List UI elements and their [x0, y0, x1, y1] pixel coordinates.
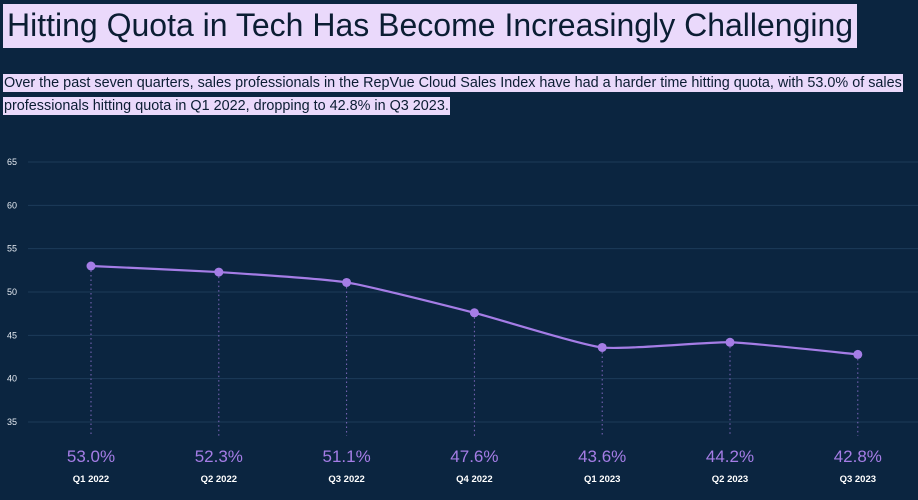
y-tick-label: 65 [7, 157, 17, 167]
value-label: 53.0% [67, 447, 115, 466]
y-tick-label: 35 [7, 417, 17, 427]
value-label: 42.8% [834, 447, 882, 466]
x-category-label: Q3 2022 [328, 474, 364, 485]
data-point [853, 349, 863, 359]
x-category-label: Q1 2022 [73, 474, 109, 485]
y-tick-label: 60 [7, 200, 17, 210]
y-tick-label: 55 [7, 244, 17, 254]
value-label: 51.1% [322, 447, 370, 466]
value-label: 47.6% [450, 447, 498, 466]
y-tick-label: 40 [7, 374, 17, 384]
x-category-label: Q3 2023 [840, 474, 876, 485]
x-category-label: Q1 2023 [584, 474, 620, 485]
value-label: 43.6% [578, 447, 626, 466]
chart-subtitle: Over the past seven quarters, sales prof… [3, 72, 915, 118]
value-label: 52.3% [195, 447, 243, 466]
y-axis-ticks: 35 40 45 50 55 60 65 [7, 157, 17, 427]
data-point [469, 308, 479, 318]
x-category-label: Q4 2022 [456, 474, 492, 485]
chart-title: Hitting Quota in Tech Has Become Increas… [3, 4, 858, 48]
data-point [725, 337, 735, 347]
value-label: 44.2% [706, 447, 754, 466]
data-point [86, 261, 96, 271]
x-category-label: Q2 2023 [712, 474, 748, 485]
data-point [597, 342, 607, 352]
data-points [86, 261, 863, 359]
data-point [214, 267, 224, 277]
data-point [342, 277, 352, 287]
x-axis-labels: Q1 2022 Q2 2022 Q3 2022 Q4 2022 Q1 2023 Q2 20… [73, 474, 876, 485]
point-guides [90, 266, 859, 436]
value-labels: 53.0% 52.3% 51.1% 47.6% 43.6% 44.2% 42.8% [67, 447, 882, 466]
y-tick-label: 50 [7, 287, 17, 297]
x-category-label: Q2 2022 [201, 474, 237, 485]
gridlines [28, 161, 918, 423]
y-tick-label: 45 [7, 330, 17, 340]
